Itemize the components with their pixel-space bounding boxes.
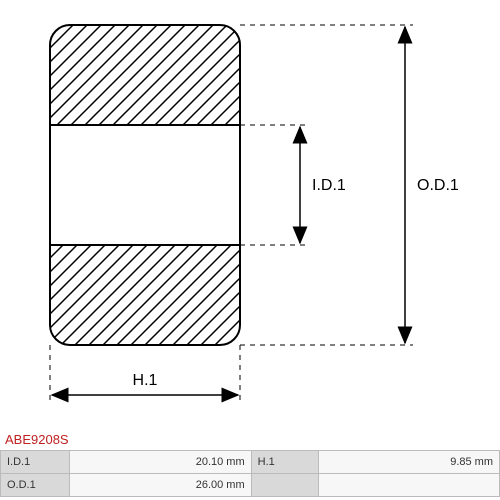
cell-key: H.1 — [251, 451, 318, 474]
cell-value: 26.00 mm — [69, 474, 251, 497]
cell-key — [251, 474, 318, 497]
cell-value — [319, 474, 500, 497]
cell-value: 9.85 mm — [319, 451, 500, 474]
drawing-svg: O.D.1 I.D.1 H.1 — [0, 0, 500, 430]
cell-key: O.D.1 — [1, 474, 70, 497]
technical-drawing: O.D.1 I.D.1 H.1 — [0, 0, 500, 430]
label-id: I.D.1 — [312, 177, 346, 194]
dimension-table: I.D.1 20.10 mm H.1 9.85 mm O.D.1 26.00 m… — [0, 450, 500, 497]
table-row: I.D.1 20.10 mm H.1 9.85 mm — [1, 451, 500, 474]
table-row: O.D.1 26.00 mm — [1, 474, 500, 497]
label-od: O.D.1 — [417, 177, 459, 194]
label-h: H.1 — [133, 372, 158, 389]
cell-value: 20.10 mm — [69, 451, 251, 474]
cell-key: I.D.1 — [1, 451, 70, 474]
part-number: ABE9208S — [5, 432, 69, 447]
